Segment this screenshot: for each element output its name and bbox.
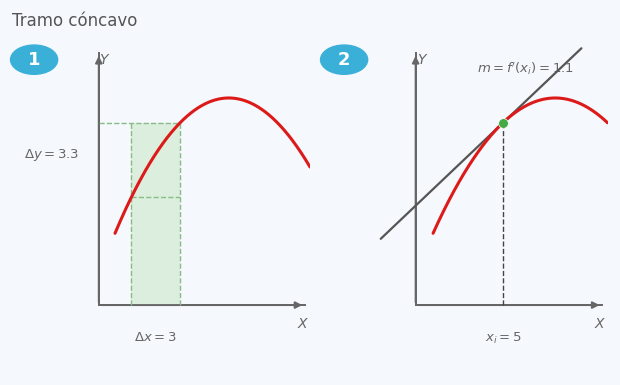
Text: Y: Y xyxy=(417,53,426,67)
Text: Tramo cóncavo: Tramo cóncavo xyxy=(12,12,138,30)
Text: 1: 1 xyxy=(28,51,40,69)
Text: 2: 2 xyxy=(338,51,350,69)
Text: X: X xyxy=(297,317,307,331)
Text: $\Delta x=3$: $\Delta x=3$ xyxy=(135,331,177,344)
Text: $\Delta y = 3.3$: $\Delta y = 3.3$ xyxy=(24,147,79,163)
Text: Y: Y xyxy=(99,53,108,67)
Text: $m = f'(x_i) = 1.1$: $m = f'(x_i) = 1.1$ xyxy=(477,60,574,77)
Text: $x_i=5$: $x_i=5$ xyxy=(484,331,521,346)
Bar xyxy=(131,123,180,305)
Text: X: X xyxy=(594,317,604,331)
